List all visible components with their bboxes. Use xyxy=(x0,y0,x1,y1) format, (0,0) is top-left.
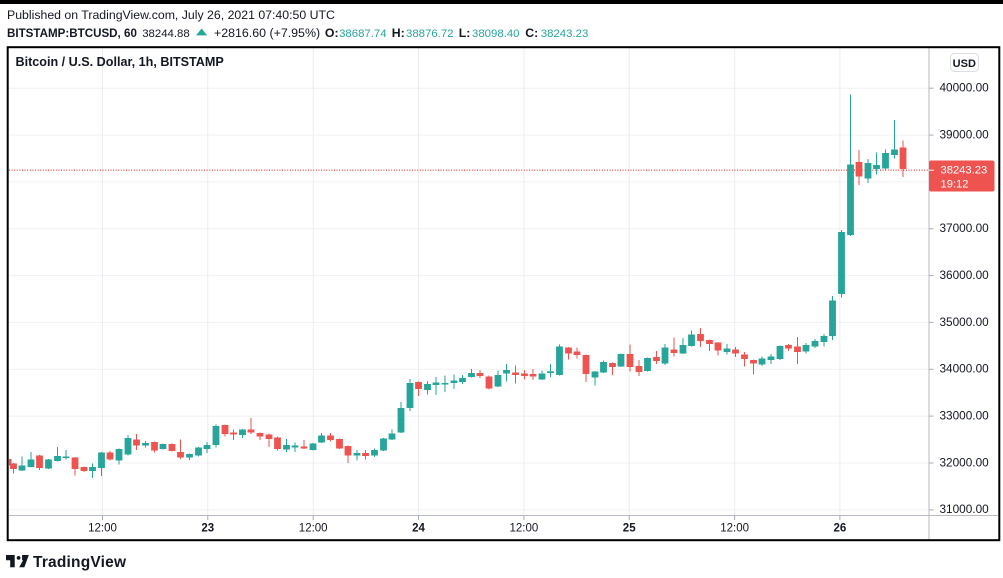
svg-text:33000.00: 33000.00 xyxy=(940,408,990,422)
svg-text:12:00: 12:00 xyxy=(510,523,539,535)
svg-text:38243.23: 38243.23 xyxy=(541,28,589,40)
svg-text:38243.23: 38243.23 xyxy=(941,165,988,177)
svg-text:38244.88: 38244.88 xyxy=(142,28,190,40)
svg-text:23: 23 xyxy=(201,523,214,535)
svg-text:25: 25 xyxy=(623,523,636,535)
svg-text:26: 26 xyxy=(834,523,847,535)
svg-text:24: 24 xyxy=(412,523,425,535)
svg-text:34000.00: 34000.00 xyxy=(940,362,990,376)
svg-text:12:00: 12:00 xyxy=(299,523,328,535)
svg-text:H:: H: xyxy=(392,26,405,40)
svg-text:38687.74: 38687.74 xyxy=(339,28,387,40)
svg-text:TradingView: TradingView xyxy=(33,554,127,571)
svg-text:O:: O: xyxy=(325,26,339,40)
svg-text:32000.00: 32000.00 xyxy=(940,455,990,469)
svg-text:36000.00: 36000.00 xyxy=(940,268,990,282)
svg-text:+2816.60 (+7.95%): +2816.60 (+7.95%) xyxy=(214,26,320,40)
svg-text:12:00: 12:00 xyxy=(88,523,117,535)
svg-text:39000.00: 39000.00 xyxy=(940,127,990,141)
svg-text:19:12: 19:12 xyxy=(941,179,969,191)
svg-text:38876.72: 38876.72 xyxy=(406,28,454,40)
svg-text:USD: USD xyxy=(953,58,976,70)
svg-text:L:: L: xyxy=(459,26,471,40)
svg-text:BITSTAMP:BTCUSD, 60: BITSTAMP:BTCUSD, 60 xyxy=(7,27,137,40)
svg-text:C:: C: xyxy=(525,26,538,40)
svg-text:Bitcoin / U.S. Dollar, 1h, BIT: Bitcoin / U.S. Dollar, 1h, BITSTAMP xyxy=(16,55,224,69)
svg-text:35000.00: 35000.00 xyxy=(940,315,990,329)
svg-text:37000.00: 37000.00 xyxy=(940,221,990,235)
svg-text:31000.00: 31000.00 xyxy=(940,502,990,516)
svg-text:40000.00: 40000.00 xyxy=(940,81,990,95)
svg-text:12:00: 12:00 xyxy=(720,523,749,535)
svg-text:Published on TradingView.com,: Published on TradingView.com, July 26, 2… xyxy=(7,8,335,22)
svg-text:38098.40: 38098.40 xyxy=(472,28,520,40)
